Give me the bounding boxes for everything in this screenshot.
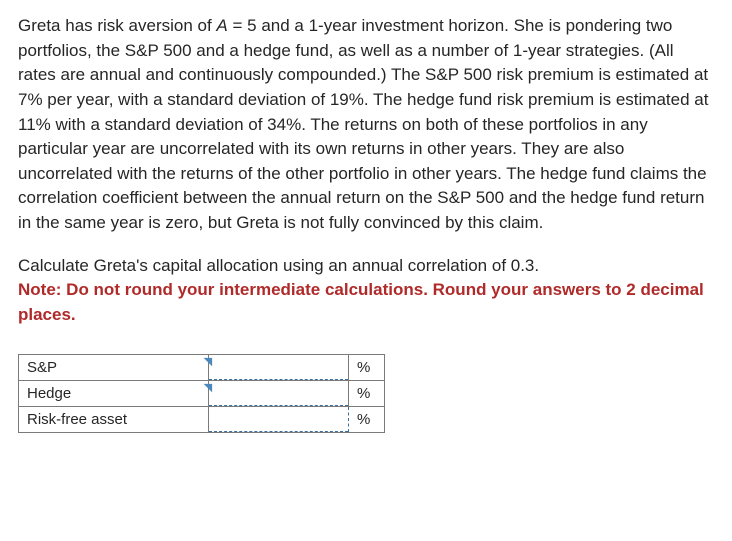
value-cell [209, 380, 349, 406]
unit-label: % [349, 380, 385, 406]
row-label: Hedge [19, 380, 209, 406]
allocation-input[interactable] [209, 381, 348, 406]
instruction-block: Calculate Greta's capital allocation usi… [18, 254, 714, 328]
allocation-input[interactable] [209, 407, 348, 432]
row-label: S&P [19, 354, 209, 380]
row-label: Risk-free asset [19, 406, 209, 432]
note-text: Note: Do not round your intermediate cal… [18, 280, 704, 324]
table-row: S&P% [19, 354, 385, 380]
value-cell [209, 406, 349, 432]
value-cell [209, 354, 349, 380]
problem-paragraph: Greta has risk aversion of A = 5 and a 1… [18, 14, 714, 236]
unit-label: % [349, 354, 385, 380]
instruction-text: Calculate Greta's capital allocation usi… [18, 256, 539, 275]
allocation-input[interactable] [209, 355, 348, 380]
table-row: Risk-free asset% [19, 406, 385, 432]
table-row: Hedge% [19, 380, 385, 406]
allocation-table: S&P%Hedge%Risk-free asset% [18, 354, 385, 433]
unit-label: % [349, 406, 385, 432]
